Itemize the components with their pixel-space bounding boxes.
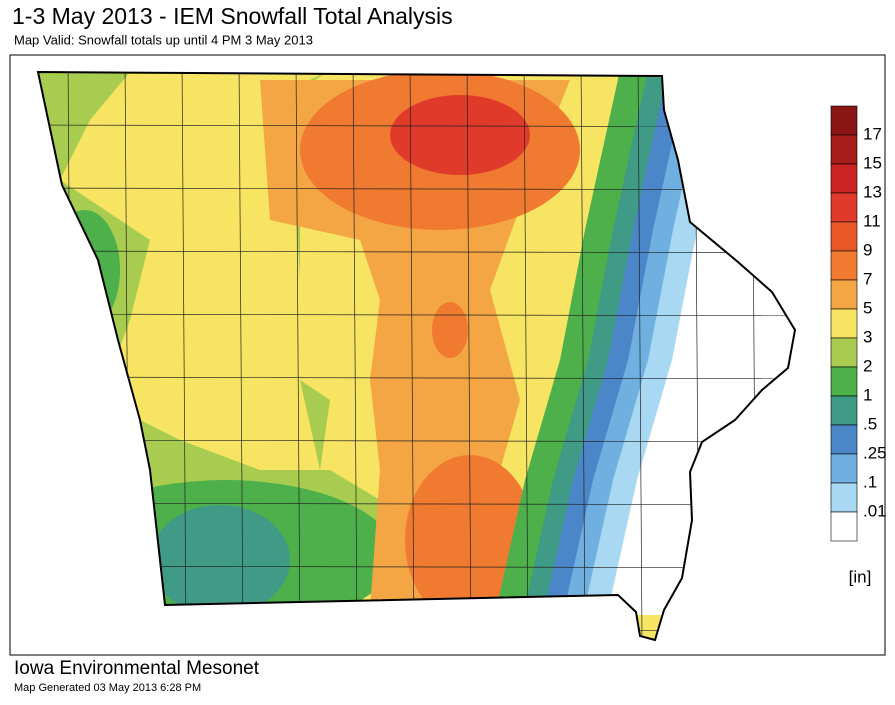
legend-label: 5 xyxy=(863,298,872,317)
legend-units: [in] xyxy=(849,567,872,586)
legend-swatch xyxy=(830,337,858,368)
legend-label: 9 xyxy=(863,240,872,259)
legend-swatch xyxy=(830,453,858,484)
footer-title: Iowa Environmental Mesonet xyxy=(14,658,260,679)
east-gradient xyxy=(495,72,795,615)
legend-label: .01 xyxy=(863,501,887,520)
map-frame xyxy=(9,54,886,656)
legend-swatch xyxy=(830,482,858,513)
field-lime xyxy=(38,72,60,140)
legend-label: 2 xyxy=(863,356,872,375)
legend-swatch xyxy=(830,424,858,455)
legend-swatch xyxy=(830,163,858,194)
county-line xyxy=(181,72,187,640)
legend-label: .25 xyxy=(863,443,887,462)
subtitle: Map Valid: Snowfall totals up until 4 PM… xyxy=(14,32,313,47)
legend-label: 3 xyxy=(863,327,872,346)
legend-swatch xyxy=(830,279,858,310)
legend-swatch xyxy=(830,134,858,165)
field-darkorange xyxy=(432,302,468,358)
field-band xyxy=(607,72,795,615)
footer-note: Map Generated 03 May 2013 6:28 PM xyxy=(14,682,201,694)
county-line xyxy=(352,72,358,640)
legend-swatch xyxy=(830,395,858,426)
county-line xyxy=(38,376,795,380)
legend-label: 15 xyxy=(863,153,882,172)
legend-swatch xyxy=(830,221,858,252)
field-red xyxy=(390,95,530,175)
county-line xyxy=(523,72,529,640)
county-line xyxy=(466,72,472,640)
legend-label: 13 xyxy=(863,182,882,201)
field-green xyxy=(50,210,120,330)
title: 1-3 May 2013 - IEM Snowfall Total Analys… xyxy=(12,3,453,29)
legend-swatch xyxy=(830,366,858,397)
legend-swatch xyxy=(830,511,858,542)
legend-swatch xyxy=(830,105,858,136)
legend-swatch xyxy=(830,192,858,223)
field-teal xyxy=(150,505,290,615)
legend-label: 11 xyxy=(863,211,881,230)
legend-label: 7 xyxy=(863,269,872,288)
legend-label: .1 xyxy=(863,472,877,491)
county-line xyxy=(409,72,415,640)
legend-swatch xyxy=(830,308,858,339)
legend-swatch xyxy=(830,250,858,281)
county-line xyxy=(238,72,244,640)
county-line xyxy=(580,72,586,640)
county-line xyxy=(38,628,795,632)
legend-label: 1 xyxy=(863,385,872,404)
legend: 17 15 13 11 9 7 5 3 2 1 .5 .25 .1 .01 xyxy=(830,105,887,542)
county-line xyxy=(38,313,795,317)
county-line xyxy=(295,72,301,640)
legend-label: .5 xyxy=(863,414,877,433)
county-line xyxy=(637,72,643,640)
legend-label: 17 xyxy=(863,124,882,143)
